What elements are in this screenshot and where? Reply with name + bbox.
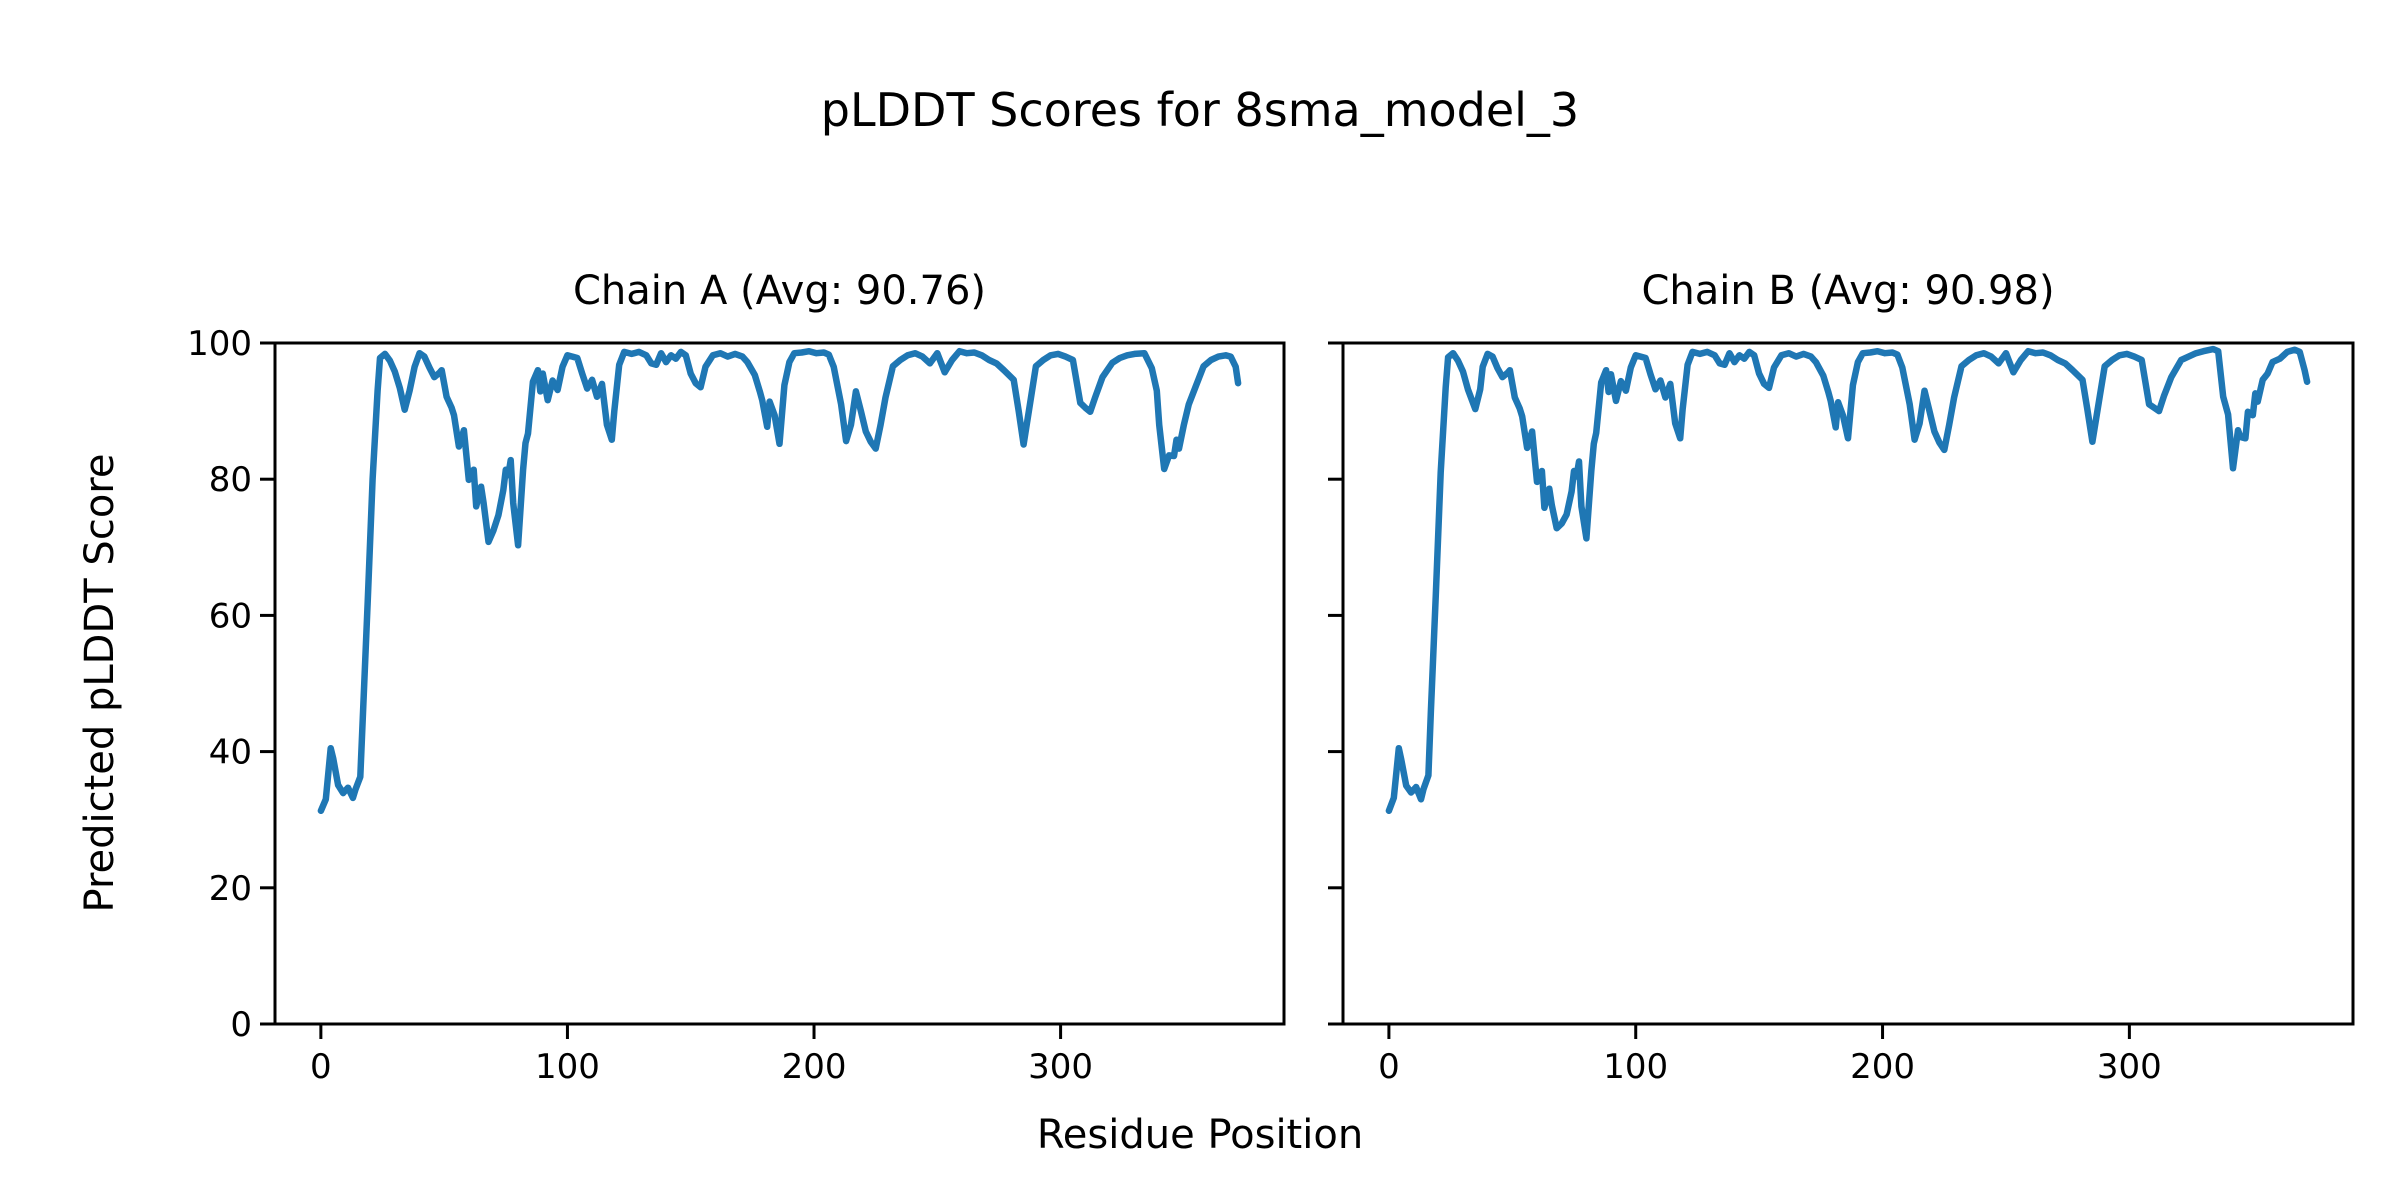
chain-a-y-tick-label: 100: [187, 324, 252, 364]
chain-a-x-tick-label: 100: [535, 1047, 600, 1087]
chain-b-x-tick-label: 100: [1603, 1047, 1668, 1087]
figure-suptitle: pLDDT Scores for 8sma_model_3: [820, 83, 1580, 137]
chain-b-subplot-title: Chain B (Avg: 90.98): [1641, 268, 2055, 314]
chain-b-x-tick-label: 200: [1850, 1047, 1915, 1087]
chain-a-y-tick-label: 20: [209, 869, 252, 909]
chain-a-y-tick-label: 0: [230, 1005, 252, 1045]
chain-a-axes-frame: [273, 341, 1286, 1026]
chain-a-plddt-line: [317, 347, 1242, 815]
chain-a-x-tick-label: 200: [782, 1047, 847, 1087]
chain-a-y-tick-label: 80: [209, 460, 252, 500]
chain-a-y-tick-label: 60: [209, 596, 252, 636]
x-axis-label: Residue Position: [1036, 1112, 1364, 1158]
chain-b-axes-frame: [1341, 341, 2355, 1026]
chain-a-y-tick-label: 40: [209, 733, 252, 773]
chain-a-subplot-title: Chain A (Avg: 90.76): [572, 268, 987, 314]
chain-a-x-tick-label: 0: [310, 1047, 332, 1087]
chain-b-x-tick-label: 300: [2097, 1047, 2162, 1087]
chain-b-x-tick-label: 0: [1378, 1047, 1400, 1087]
chain-a-x-tick-label: 300: [1028, 1047, 1093, 1087]
chain-b-plddt-line: [1385, 345, 2311, 815]
